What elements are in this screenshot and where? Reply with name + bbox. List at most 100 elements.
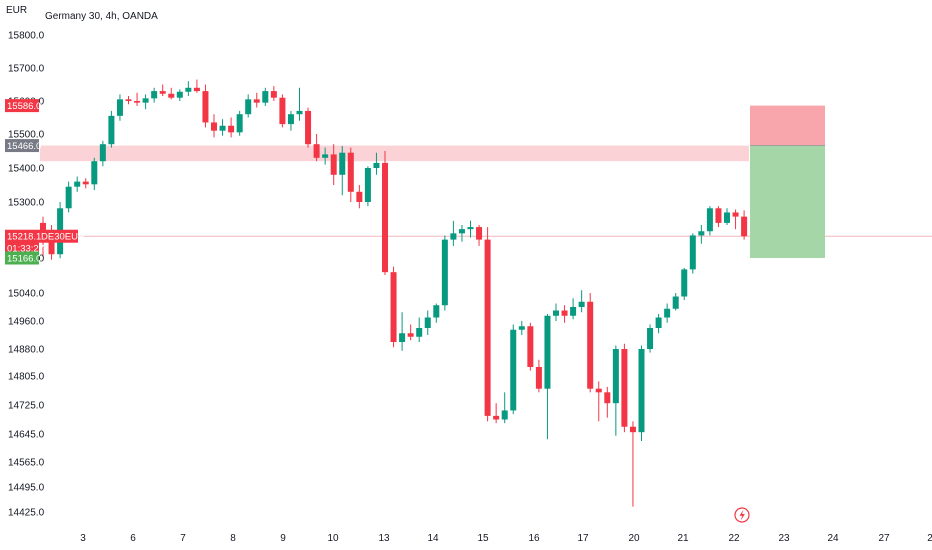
candle-body [741,216,748,237]
price-tag-value: 15218.1 [7,232,41,243]
candle-body [732,212,739,217]
candle [99,140,106,167]
candle [82,178,89,189]
candle [612,345,619,436]
x-tick-label: 24 [827,533,839,544]
candle-body [322,154,329,158]
candle-body [715,208,722,223]
y-tick-label: 14880.0 [8,345,45,356]
candle [211,114,217,138]
candle-body [672,296,679,309]
y-tick-label: 15300.0 [8,198,45,209]
candle [424,310,431,335]
candle-body [493,415,500,420]
candle [501,392,508,424]
candle-body [253,99,260,103]
time-axis[interactable]: 3 6 7 8 9 10 13 14 15 16 17 20 21 22 23 24 27 2 [80,533,932,544]
position-tool[interactable] [750,105,825,258]
candle-body [364,168,371,202]
candle [245,94,252,118]
candle [356,185,363,209]
candle [672,293,679,311]
candle-body [159,91,166,94]
candle-body [305,110,312,145]
candle [689,233,696,274]
candle-body [724,212,730,223]
y-tick-label: 15700.0 [8,64,45,75]
price-tag-value: 15466.0 [7,141,41,152]
symbol-tag-label: DE30EUR [41,232,85,243]
candle [741,210,748,240]
stop-loss-zone [750,105,825,146]
candle-body [561,310,568,316]
candle-body [236,114,243,133]
candle [399,312,406,351]
candle [287,110,294,131]
candle [724,208,730,225]
candle-body [510,329,517,411]
candle [681,268,688,300]
candle-body [416,328,423,337]
candle [553,303,559,321]
candle [433,303,440,323]
candle [219,119,226,136]
candle-body [518,326,525,330]
candle [467,220,474,238]
candle-body [202,91,209,123]
candle [151,87,158,103]
candle [373,152,380,175]
candle-body [245,99,252,115]
lightning-alert-icon[interactable] [734,507,750,523]
candle-body [698,231,705,236]
x-tick-label: 14 [427,533,439,544]
candle-body [287,114,294,125]
candle-body [339,152,346,175]
candle-body [356,191,363,202]
candle [253,92,260,108]
candle-body [313,144,320,158]
candle [578,290,585,313]
candle-body [390,272,397,342]
candle [236,110,243,136]
candle-body [116,99,123,116]
candle-body [476,227,483,240]
candle-body [527,326,534,367]
candle [510,324,517,415]
candle-body [373,162,380,168]
candle-body [407,333,414,337]
candle-body [612,349,619,404]
candle-body [99,144,106,162]
candle-body [647,328,654,349]
candle-body [467,227,474,230]
x-tick-label: 16 [528,533,540,544]
candle [664,303,671,323]
price-tag-green: 15166.0 [5,251,41,265]
candle [647,324,654,353]
candle-body [142,98,149,103]
candle [458,224,465,242]
candle [279,94,286,128]
currency-label: EUR [6,5,27,16]
candle [159,84,166,97]
candle [364,166,371,207]
candle [527,322,534,371]
candle [629,421,636,507]
x-tick-label: 21 [677,533,689,544]
y-tick-label: 14645.0 [8,430,45,441]
candle [621,343,628,433]
candle-body [125,99,132,101]
candle-body [629,426,636,433]
candle-body [91,161,98,185]
candle-body [544,315,551,389]
candle-body [176,91,183,98]
y-tick-label: 14805.0 [8,372,45,383]
candle [176,89,183,101]
candle [715,206,722,228]
candle [595,381,602,422]
x-tick-label: 8 [230,533,236,544]
candle-body [296,110,303,115]
candle-body [441,239,448,306]
y-tick-label: 15040.0 [8,289,45,300]
